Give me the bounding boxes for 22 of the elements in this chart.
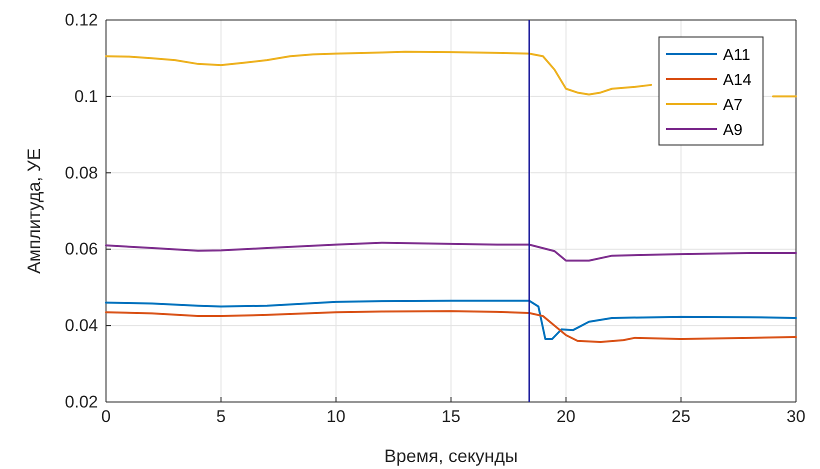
y-axis-title: Амплитуда, УЕ xyxy=(24,148,44,274)
x-tick-label: 10 xyxy=(326,407,346,426)
y-tick-label: 0.06 xyxy=(64,240,98,259)
line-series xyxy=(105,300,797,340)
x-tick-label: 30 xyxy=(786,407,806,426)
y-tick-label: 0.04 xyxy=(64,316,98,336)
line-series xyxy=(105,310,797,344)
legend-label: A11 xyxy=(723,47,750,64)
x-tick-label: 0 xyxy=(101,407,111,426)
y-tick-label: 0.12 xyxy=(64,10,98,30)
legend-label: A14 xyxy=(723,72,752,89)
x-axis-title: Время, секунды xyxy=(384,446,518,466)
y-tick-label: 0.08 xyxy=(64,163,98,182)
x-tick-label: 15 xyxy=(442,407,460,426)
x-tick-label: 5 xyxy=(216,407,226,426)
x-tick-label: 25 xyxy=(672,407,690,426)
line-series xyxy=(105,242,797,262)
y-tick-label: 0.1 xyxy=(74,86,98,106)
x-tick-label: 20 xyxy=(556,407,576,426)
legend-label: A7 xyxy=(723,97,743,114)
y-tick-label: 0.02 xyxy=(64,392,98,412)
legend-label: A9 xyxy=(723,122,743,139)
